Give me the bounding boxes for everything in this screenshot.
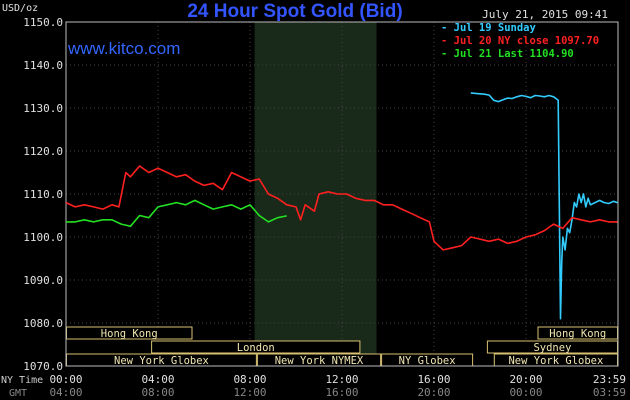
session-label: Hong Kong	[101, 328, 158, 340]
x-axis-label-gmt: GMT	[9, 388, 27, 399]
x-tick-label-ny: 12:00	[325, 373, 358, 386]
session-label: New York Globex	[508, 355, 603, 367]
series-line-2	[65, 165, 618, 251]
x-axis-label-ny: NY Time	[1, 375, 43, 386]
y-tick-label: 1140.0	[23, 59, 63, 72]
y-tick-label: 1100.0	[23, 231, 63, 244]
series-lines	[65, 92, 618, 320]
watermark-url: www.kitco.com	[67, 39, 180, 58]
x-tick-label-gmt: 16:00	[325, 386, 358, 399]
x-tick-label-gmt: 00:00	[509, 386, 542, 399]
x-tick-label-gmt: 12:00	[233, 386, 266, 399]
session-label: NY Globex	[399, 355, 456, 367]
session-label: London	[237, 342, 275, 354]
legend-entry: - Jul 21 Last 1104.90	[441, 48, 574, 60]
session-box	[151, 340, 361, 354]
x-tick-label-gmt: 03:59	[593, 386, 626, 399]
y-tick-label: 1080.0	[23, 317, 63, 330]
x-tick-label-ny: 04:00	[141, 373, 174, 386]
session-label: Sydney	[533, 342, 571, 354]
y-tick-label: 1120.0	[23, 145, 63, 158]
x-tick-label-gmt: 20:00	[417, 386, 450, 399]
x-tick-label-ny: 08:00	[233, 373, 266, 386]
y-axis-label: USD/oz	[2, 3, 38, 14]
series-line-1	[470, 92, 618, 320]
y-tick-label: 1130.0	[23, 102, 63, 115]
y-tick-label: 1090.0	[23, 274, 63, 287]
x-tick-label-ny: 20:00	[509, 373, 542, 386]
x-tick-label-ny: 16:00	[417, 373, 450, 386]
legend-entry: - Jul 20 NY close 1097.70	[441, 35, 599, 47]
y-tick-labels: 1070.0 1080.0 1090.0 1100.0 1110.0 1120.0 1130…	[23, 16, 63, 373]
session-label: New York Globex	[114, 355, 209, 367]
timestamp: July 21, 2015 09:41	[482, 8, 608, 21]
series-line-3	[66, 199, 287, 228]
x-tick-label-ny: 00:00	[49, 373, 82, 386]
x-tick-label-gmt: 04:00	[49, 386, 82, 399]
plot-frame	[65, 21, 619, 367]
y-tick-label: 1150.0	[23, 16, 63, 29]
x-tick-label-ny: 23:59	[593, 373, 626, 386]
session-label: Hong Kong	[549, 328, 606, 340]
chart-title: 24 Hour Spot Gold (Bid)	[187, 1, 402, 22]
x-tick-labels: 00:0004:0004:0008:0008:0012:0012:0016:00…	[49, 373, 626, 399]
y-tick-label: 1070.0	[23, 360, 63, 373]
legend-entry: - Jul 19 Sunday	[441, 22, 537, 34]
legend: - Jul 19 Sunday- Jul 20 NY close 1097.70…	[441, 22, 599, 60]
x-tick-label-gmt: 08:00	[141, 386, 174, 399]
y-tick-label: 1110.0	[23, 188, 63, 201]
session-label: New York NYMEX	[275, 355, 364, 367]
